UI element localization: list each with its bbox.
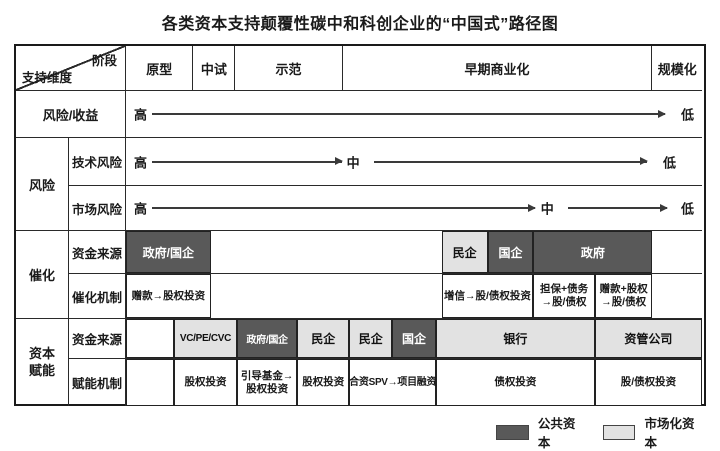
catalyze-mech-label: 催化机制 [69, 274, 126, 319]
mechanism-cell-grant-equity: 赠款+股权→股/债权 [594, 274, 653, 318]
funding-source-block-private-1: 民企 [297, 319, 350, 358]
funding-source-block-asset-mgmt: 资管公司 [594, 319, 702, 358]
risk-return-low: 低 [680, 107, 694, 123]
funding-source-block-soe-2: 国企 [392, 319, 436, 358]
mechanism-cell-jv-spv: 合资SPV→项目融资 [349, 359, 436, 406]
legend-label-public-capital: 公共资本 [537, 417, 576, 450]
mechanism-cell-guarantee-debt: 担保+债务→股/债权 [533, 274, 595, 318]
catalyze-sources-row: 政府/国企 民企 国企 政府 [126, 231, 702, 274]
mechanism-cell-equity-1: 股权投资 [173, 359, 238, 406]
stage-cell-prototype: 原型 [126, 46, 194, 90]
tech-risk-flow: 高 中 低 [126, 138, 702, 186]
mechanism-cell-guidance-fund: 引导基金→股权投资 [237, 359, 298, 406]
legend: 公共资本 市场化资本 [496, 413, 720, 451]
risk-group-label: 风险 [16, 138, 69, 231]
figure-title: 各类资本支持颠覆性碳中和科创企业的“中国式”路径图 [161, 16, 559, 33]
funding-source-block-government: 政府 [533, 231, 653, 273]
tech-risk-mid: 中 [346, 155, 360, 170]
risk-return-arrow [151, 109, 666, 118]
market-risk-flow: 高 中 低 [126, 186, 702, 231]
legend-swatch-market-capital [602, 424, 636, 440]
pathway-table: 阶段 支持维度 原型 中试 示范 早期商业化 规模化 风险/收益 高 低 风险 … [14, 44, 706, 406]
funding-source-block-gov-soe: 政府/国企 [126, 231, 211, 273]
funding-source-block-private: 民企 [441, 231, 488, 273]
empower-mech-label: 赋能机制 [69, 359, 126, 406]
corner-diagonal-cell: 阶段 支持维度 [16, 46, 126, 91]
empower-group-label-text: 资本赋能 [28, 346, 55, 378]
stage-cell-pilot: 中试 [193, 46, 236, 90]
market-risk-high: 高 [134, 201, 148, 217]
mechanism-cell-grant-to-equity: 赠款→股权投资 [126, 274, 211, 318]
market-risk-label: 市场风险 [69, 186, 126, 231]
funding-source-block-bank: 银行 [435, 319, 595, 358]
empower-sources-row: VC/PE/CVC 政府/国企 民企 民企 国企 银行 资管公司 [126, 319, 702, 359]
market-risk-mid: 中 [540, 201, 554, 217]
funding-source-block-gov-soe-2: 政府/国企 [237, 319, 298, 358]
catalyze-mech-row: 赠款→股权投资 增信→股/债权投资 担保+债务→股/债权 赠款+股权→股/债权 [126, 274, 702, 319]
tech-risk-high: 高 [134, 155, 148, 170]
stage-cell-scale-up: 规模化 [657, 61, 697, 77]
empower-sources-label: 资金来源 [69, 319, 126, 359]
mechanism-cell-equity-debt: 股/债权投资 [594, 359, 702, 406]
market-risk-arrow-2 [568, 203, 669, 212]
corner-stage-label: 阶段 [91, 54, 117, 68]
funding-source-block-vc-pe-cvc: VC/PE/CVC [173, 319, 238, 358]
funding-source-block-private-2: 民企 [349, 319, 393, 358]
empower-mech-row: 股权投资 引导基金→股权投资 股权投资 合资SPV→项目融资 债权投资 股/债权… [126, 359, 702, 406]
legend-swatch-public-capital [496, 424, 529, 440]
corner-dimension-label: 支持维度 [22, 71, 73, 85]
risk-return-label: 风险/收益 [16, 91, 126, 138]
legend-label-market-capital: 市场化资本 [644, 417, 695, 450]
market-risk-arrow-1 [151, 203, 536, 212]
catalyze-sources-label: 资金来源 [69, 231, 126, 274]
empty-cell [126, 359, 174, 406]
mechanism-cell-credit-enhancement: 增信→股/债权投资 [441, 274, 534, 318]
mechanism-cell-debt: 债权投资 [435, 359, 595, 406]
market-risk-low: 低 [680, 201, 694, 217]
funding-source-block-soe: 国企 [487, 231, 534, 273]
empower-group-label: 资本赋能 [16, 319, 69, 406]
tech-risk-low: 低 [662, 155, 676, 170]
tech-risk-arrow-1 [151, 157, 344, 165]
catalyze-group-label: 催化 [16, 231, 69, 319]
stage-cell-demonstration: 示范 [235, 46, 343, 90]
stage-header-row: 原型 中试 示范 早期商业化 规模化 [126, 46, 702, 91]
empty-cell [126, 319, 174, 358]
mechanism-cell-equity-2: 股权投资 [297, 359, 350, 406]
tech-risk-label: 技术风险 [69, 138, 126, 186]
risk-return-flow: 高 低 [126, 91, 702, 138]
risk-return-high: 高 [134, 107, 148, 123]
tech-risk-arrow-2 [373, 157, 648, 165]
stage-cell-early-commercialization: 早期商业化 [343, 46, 653, 90]
